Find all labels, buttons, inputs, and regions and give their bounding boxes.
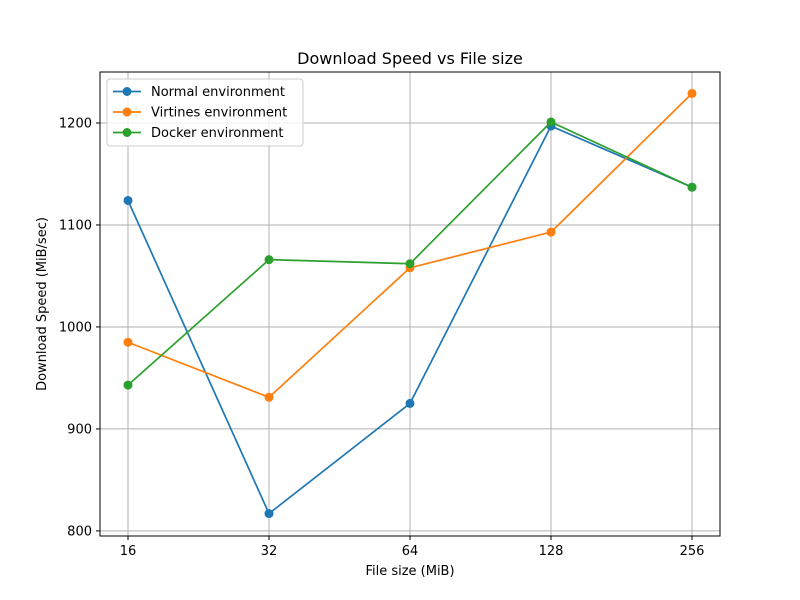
series-1 <box>123 121 697 519</box>
legend-label: Docker environment <box>151 126 283 141</box>
y-tick-label: 1200 <box>59 116 92 131</box>
legend-item: Virtines environment <box>113 106 287 121</box>
data-point <box>405 259 415 269</box>
data-point <box>123 337 133 347</box>
y-tick-label: 1000 <box>59 320 92 335</box>
legend-label: Virtines environment <box>151 106 287 121</box>
x-tick-label: 16 <box>120 544 137 559</box>
y-tick-label: 800 <box>67 524 92 539</box>
series-3 <box>123 117 697 390</box>
y-tick-label: 1100 <box>59 218 92 233</box>
chart-title: Download Speed vs File size <box>297 49 523 68</box>
x-tick-label: 128 <box>539 544 564 559</box>
data-point <box>264 255 274 265</box>
y-tick-label: 900 <box>67 422 92 437</box>
data-point <box>123 380 133 390</box>
legend-item: Docker environment <box>113 126 283 141</box>
legend-box <box>106 78 304 147</box>
data-point <box>123 195 133 205</box>
legend: Normal environment Virtines environment Do… <box>106 78 304 147</box>
data-point <box>264 392 274 402</box>
data-point <box>687 182 697 192</box>
data-point <box>546 117 556 127</box>
x-tick-label: 256 <box>680 544 705 559</box>
data-point <box>546 227 556 237</box>
grid <box>100 72 720 536</box>
legend-swatch-marker <box>122 107 132 117</box>
data-point <box>264 509 274 519</box>
series-layer <box>123 88 697 519</box>
legend-swatch-marker <box>122 87 132 96</box>
x-tick-label: 64 <box>402 544 419 559</box>
y-axis-label: Download Speed (MiB/sec) <box>35 217 50 391</box>
data-point <box>687 88 697 98</box>
legend-swatch-marker <box>122 128 132 137</box>
x-tick-label: 32 <box>261 544 278 559</box>
legend-label: Normal environment <box>151 85 285 100</box>
axis-ticks: 16 32 64 128 256 800 900 1000 1100 1200 <box>59 116 705 559</box>
x-axis-label: File size (MiB) <box>365 564 454 579</box>
data-point <box>405 398 415 408</box>
legend-item: Normal environment <box>113 85 285 100</box>
